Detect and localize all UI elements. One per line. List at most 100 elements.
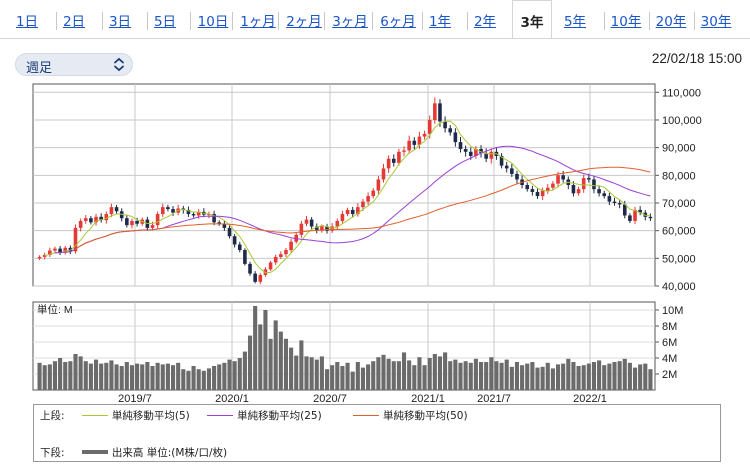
volume-unit-label: 単位: M: [37, 303, 73, 316]
candle-body: [479, 149, 483, 154]
tab-15[interactable]: 30年: [700, 14, 732, 30]
volume-swatch: [81, 450, 108, 454]
candle-body: [458, 142, 463, 150]
candle-body: [191, 214, 196, 216]
candle-body: [212, 214, 216, 223]
volume-bar: [232, 361, 237, 390]
volume-bar: [99, 363, 104, 390]
candle-body: [489, 151, 494, 159]
volume-bar: [140, 364, 145, 390]
volume-bar: [78, 356, 83, 390]
candle-body: [556, 175, 560, 184]
volume-bar: [237, 358, 242, 390]
period-select[interactable]: 週足: [15, 53, 133, 76]
volume-tick-label: 4M: [662, 353, 677, 365]
tab-4[interactable]: 10日: [197, 14, 229, 30]
volume-bar: [381, 354, 386, 390]
candle-body: [366, 196, 370, 202]
tab-0[interactable]: 1日: [15, 14, 39, 30]
volume-bar: [212, 366, 217, 390]
tab-9[interactable]: 1年: [428, 14, 452, 30]
volume-bar: [319, 356, 324, 390]
tab-3[interactable]: 5日: [153, 14, 177, 30]
tab-10[interactable]: 2年: [473, 14, 497, 30]
tab-separator: [649, 12, 650, 30]
x-tick-label: 2020/1: [215, 393, 249, 405]
volume-bar: [68, 361, 73, 390]
tab-separator: [694, 12, 695, 30]
tab-7[interactable]: 3ヶ月: [332, 14, 368, 30]
candle-body: [407, 140, 411, 151]
volume-bar: [201, 370, 206, 390]
tab-2[interactable]: 3日: [108, 14, 132, 30]
tab-6[interactable]: 2ヶ月: [286, 14, 322, 30]
tab-separator: [190, 12, 191, 30]
candle-body: [58, 248, 62, 253]
volume-bar: [253, 306, 258, 390]
volume-bar: [63, 362, 68, 390]
volume-bar: [283, 338, 289, 390]
tab-14[interactable]: 20年: [655, 14, 687, 30]
volume-bar: [371, 361, 376, 390]
candle-body: [48, 250, 52, 256]
candle-body: [299, 223, 304, 235]
volume-bar: [597, 360, 602, 390]
volume-bar: [150, 366, 155, 390]
volume-bar: [309, 357, 314, 390]
candle-body: [284, 250, 288, 255]
volume-bar: [145, 362, 150, 390]
tab-12[interactable]: 5年: [563, 14, 587, 30]
volume-bar: [443, 352, 448, 390]
volume-bar: [468, 362, 473, 390]
x-tick-label: 2020/7: [313, 393, 347, 405]
volume-bar: [622, 358, 627, 390]
candle-body: [258, 274, 263, 282]
tab-13[interactable]: 10年: [610, 14, 642, 30]
ma25-swatch: [207, 414, 234, 416]
price-plot-frame: [32, 83, 656, 287]
volume-bar: [494, 361, 499, 390]
volume-bar: [247, 335, 253, 390]
tab-5[interactable]: 1ヶ月: [240, 14, 276, 30]
candle-body: [535, 191, 540, 197]
legend-ma5: 単純移動平均(5): [111, 410, 190, 422]
candle-body: [335, 220, 340, 227]
volume-bar: [206, 368, 212, 390]
ma50-swatch: [353, 414, 380, 416]
volume-tick-label: 6M: [662, 337, 677, 349]
volume-bar: [129, 365, 135, 390]
candle-body: [622, 204, 627, 216]
candle-body: [397, 151, 401, 163]
volume-bar: [484, 362, 489, 390]
volume-bar: [499, 362, 504, 390]
candle-body: [530, 189, 535, 192]
legend-upper-row: 上段: 単純移動平均(5) 単純移動平均(25) 単純移動平均(50): [40, 408, 468, 423]
candle-body: [345, 209, 350, 215]
timestamp: 22/02/18 15:00: [651, 51, 742, 66]
candle-body: [289, 241, 293, 251]
chevron-updown-icon: [114, 57, 124, 72]
candle-body: [37, 256, 42, 259]
candle-body: [427, 119, 432, 134]
tab-8[interactable]: 6ヶ月: [380, 14, 416, 30]
volume-bar: [478, 362, 484, 390]
candle-body: [99, 216, 103, 221]
candle-body: [304, 219, 309, 224]
price-tick-label: 50,000: [662, 253, 696, 265]
candle-body: [63, 247, 68, 253]
volume-bar: [555, 364, 561, 390]
volume-bar: [396, 361, 401, 390]
tab-11[interactable]: 3年: [512, 0, 552, 38]
volume-bar: [509, 366, 514, 390]
tab-1[interactable]: 2日: [62, 14, 86, 30]
period-select-value: 週足: [26, 61, 53, 76]
candle-body: [453, 132, 458, 143]
candle-body: [314, 226, 319, 231]
candle-body: [155, 214, 160, 226]
volume-bar: [545, 362, 550, 390]
candle-body: [402, 150, 406, 152]
candle-body: [515, 173, 519, 180]
volume-bar: [170, 365, 176, 390]
volume-bar: [52, 361, 58, 390]
candle-body: [361, 201, 365, 208]
